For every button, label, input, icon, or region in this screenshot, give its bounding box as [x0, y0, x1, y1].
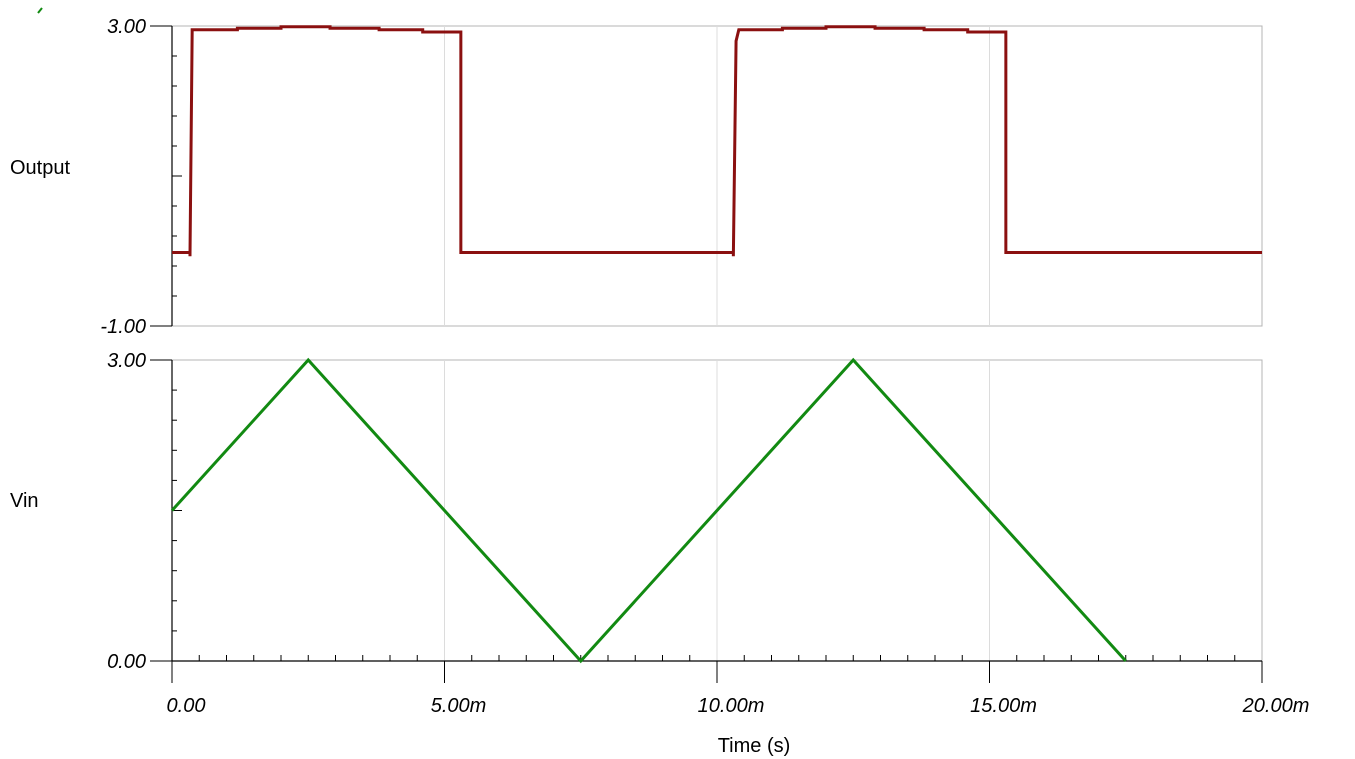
- x-tick-label-3: 15.00m: [970, 695, 1037, 717]
- x-axis-title: Time (s): [718, 735, 791, 757]
- panel-1-y-tick-label-0: 3.00: [107, 350, 146, 372]
- panel-0-series-0-line: [172, 25, 1262, 257]
- corner-marker: [37, 7, 43, 14]
- panel-1-series-0-line: [170, 357, 1127, 664]
- x-tick-label-4: 20.00m: [1242, 695, 1310, 717]
- panel-output: 3.00 -1.00 Output: [10, 16, 1263, 338]
- panel-1-y-tick-label-1: 0.00: [107, 651, 146, 673]
- x-tick-label-0: 0.00: [167, 695, 206, 717]
- panel-0-y-tick-label-1: -1.00: [100, 316, 146, 338]
- x-tick-label-1: 5.00m: [431, 695, 487, 717]
- panel-output-ylabel: Output: [10, 157, 70, 179]
- x-tick-label-2: 10.00m: [698, 695, 765, 717]
- panel-vin: 3.00 0.00 Vin: [10, 350, 1263, 683]
- panel-0-y-tick-label-0: 3.00: [107, 16, 146, 38]
- panel-vin-ylabel: Vin: [10, 490, 39, 512]
